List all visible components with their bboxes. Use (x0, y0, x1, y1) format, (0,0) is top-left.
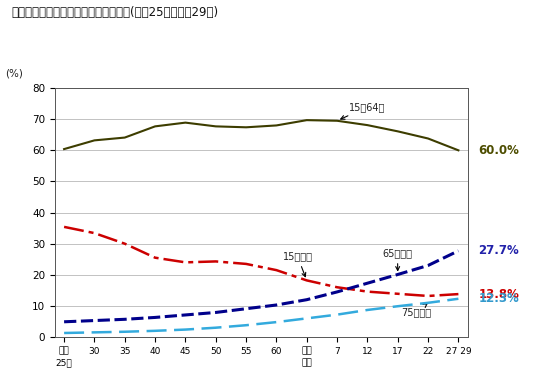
Text: 図３　年齢３区分別人口の割合の推移(昭和25年〜平成29年): 図３ 年齢３区分別人口の割合の推移(昭和25年〜平成29年) (11, 6, 218, 19)
Text: 15〜64歳: 15〜64歳 (341, 102, 386, 119)
Text: 75歳以上: 75歳以上 (401, 304, 431, 317)
Text: 12.3%: 12.3% (478, 292, 519, 305)
Text: 27.7%: 27.7% (478, 244, 519, 257)
Text: (%): (%) (6, 68, 23, 78)
Text: 60.0%: 60.0% (478, 144, 519, 157)
Text: 65歳以上: 65歳以上 (383, 248, 412, 270)
Text: 13.8%: 13.8% (478, 288, 519, 301)
Text: 15歳未満: 15歳未満 (283, 251, 312, 277)
